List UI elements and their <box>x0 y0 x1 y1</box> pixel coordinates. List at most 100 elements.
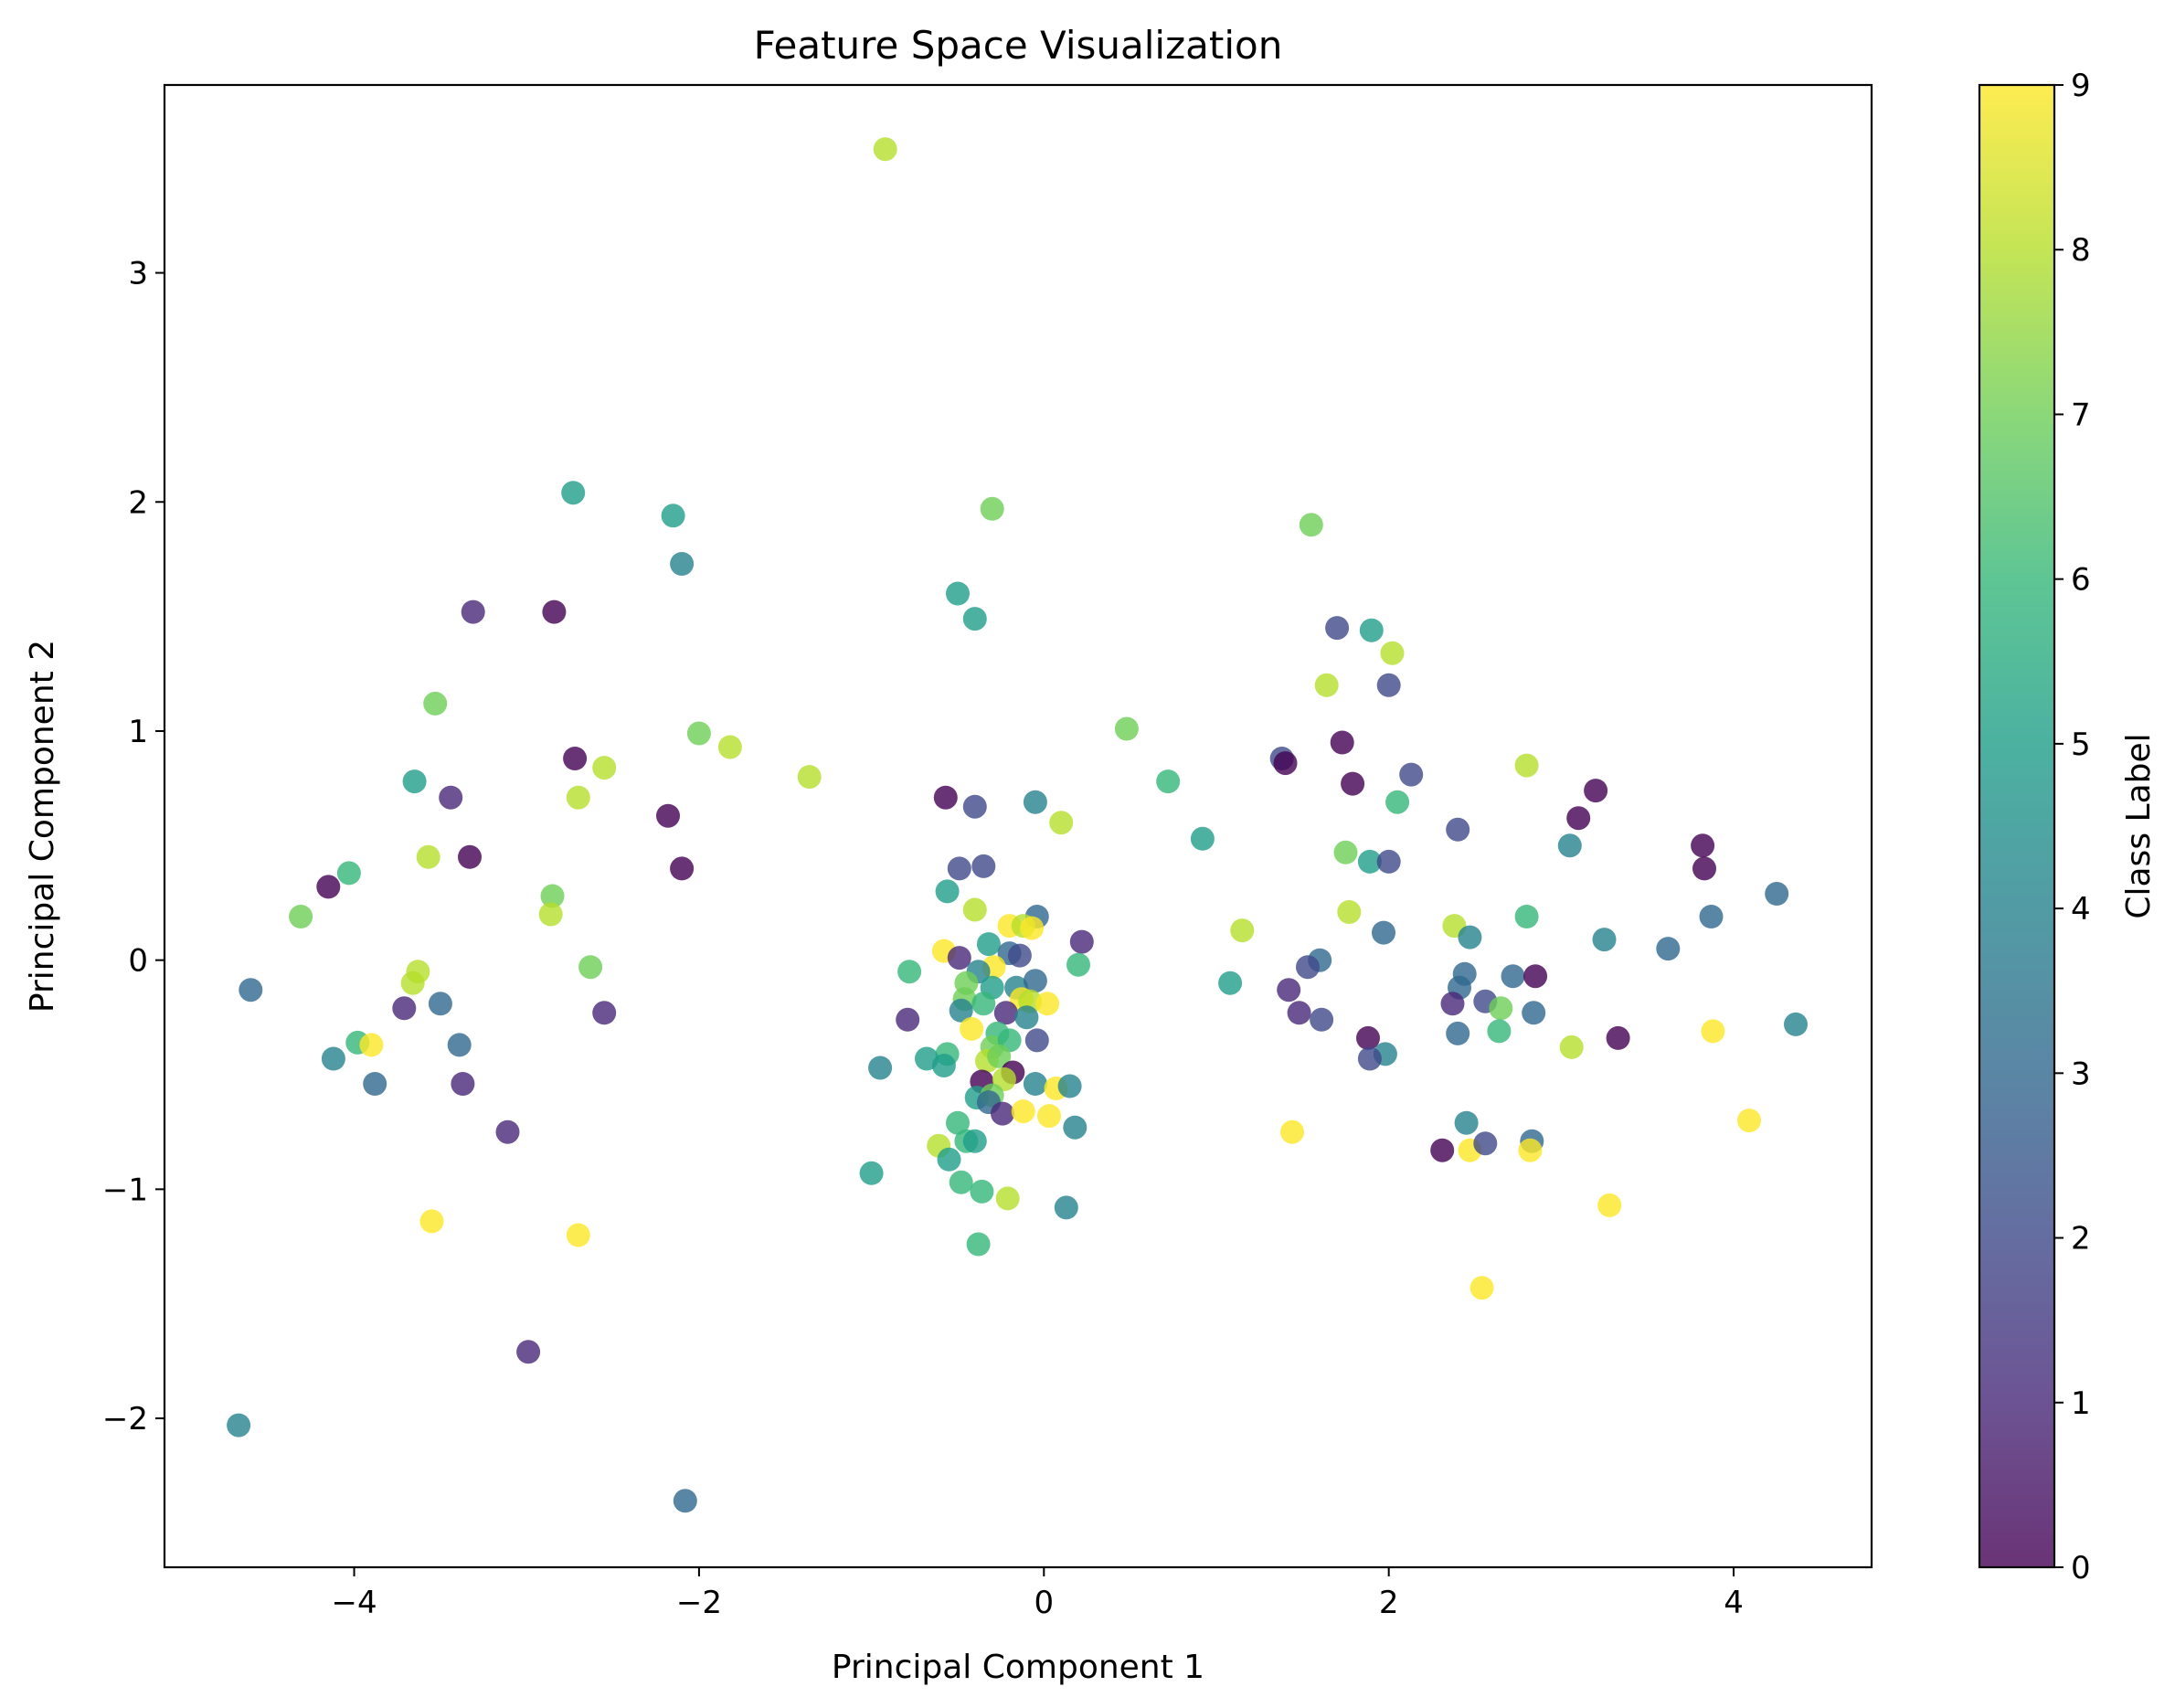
x-tick-label: 2 <box>1379 1585 1399 1621</box>
scatter-point <box>661 504 685 528</box>
scatter-point <box>578 955 603 980</box>
scatter-point <box>673 1489 697 1513</box>
y-tick-label: 2 <box>128 484 148 521</box>
scatter-point <box>1380 641 1405 665</box>
scatter-point <box>1023 969 1047 993</box>
scatter-point <box>868 1056 893 1080</box>
colorbar-tick-label: 3 <box>2071 1056 2091 1092</box>
scatter-point <box>987 1044 1012 1068</box>
scatter-point <box>971 992 996 1016</box>
scatter-point <box>1376 849 1401 874</box>
scatter-point <box>947 856 971 881</box>
scatter-point <box>416 844 440 869</box>
scatter-point <box>566 1223 590 1247</box>
scatter-point <box>1458 925 1482 949</box>
scatter-point <box>1487 1019 1512 1044</box>
scatter-point <box>1691 833 1715 858</box>
scatter-point <box>962 607 987 631</box>
scatter-point <box>1699 905 1724 928</box>
scatter-point <box>1440 992 1465 1016</box>
scatter-point <box>980 496 1004 521</box>
scatter-point <box>946 581 970 606</box>
scatter-point <box>931 1054 956 1077</box>
scatter-point <box>1692 856 1716 881</box>
scatter-point <box>566 785 590 810</box>
scatter-point <box>1446 1021 1470 1045</box>
scatter-point <box>686 721 711 746</box>
scatter-point <box>797 765 822 790</box>
scatter-point <box>540 884 565 908</box>
scatter-point <box>1514 753 1539 778</box>
scatter-point <box>947 946 971 971</box>
x-axis-label: Principal Component 1 <box>832 1649 1204 1686</box>
scatter-point <box>971 854 996 878</box>
scatter-point <box>516 1340 541 1364</box>
scatter-point <box>289 905 313 928</box>
scatter-point <box>1014 1005 1039 1030</box>
scatter-point <box>1054 1195 1078 1220</box>
scatter-point <box>949 998 973 1023</box>
scatter-point <box>966 1232 991 1257</box>
scatter-point <box>1218 971 1243 995</box>
y-tick-label: −1 <box>102 1172 148 1208</box>
scatter-point <box>1446 817 1470 842</box>
scatter-point <box>670 856 695 881</box>
scatter-point <box>495 1119 520 1144</box>
scatter-point <box>321 1046 345 1071</box>
scatter-point <box>873 137 897 162</box>
plot-frame <box>163 83 1873 1569</box>
scatter-point <box>402 769 427 794</box>
scatter-point <box>227 1413 251 1437</box>
colorbar-tick-label: 6 <box>2071 562 2091 599</box>
scatter-point <box>392 996 417 1021</box>
scatter-point <box>1023 1072 1047 1096</box>
scatter-point <box>316 875 341 899</box>
scatter-point <box>563 747 588 770</box>
scatter-point <box>1597 1193 1622 1217</box>
scatter-point <box>1325 616 1350 641</box>
scatter-point <box>1314 673 1339 697</box>
scatter-point <box>336 861 361 886</box>
scatter-point <box>991 1101 1014 1126</box>
scatter-point <box>995 1186 1020 1211</box>
scatter-point <box>1454 1110 1479 1135</box>
scatter-point <box>1341 771 1365 796</box>
scatter-point <box>1584 779 1608 803</box>
scatter-point <box>1592 928 1617 952</box>
scatter-point <box>960 1016 984 1041</box>
x-tick-label: 4 <box>1724 1585 1744 1621</box>
scatter-point <box>717 735 742 759</box>
scatter-point <box>423 691 448 716</box>
scatter-point <box>962 1129 987 1153</box>
scatter-point <box>1020 916 1045 940</box>
scatter-point <box>1566 806 1591 831</box>
scatter-point <box>1559 1034 1584 1059</box>
scatter-point <box>897 960 922 984</box>
scatter-point <box>1011 1099 1035 1124</box>
x-tick-label: −2 <box>676 1585 722 1621</box>
scatter-point <box>670 552 695 576</box>
scatter-point <box>1606 1025 1630 1050</box>
scatter-point <box>419 1209 444 1234</box>
scatter-point <box>970 1179 994 1204</box>
scatter-point <box>363 1072 387 1096</box>
scatter-point <box>439 785 463 810</box>
points-layer <box>227 137 1808 1513</box>
scatter-point <box>1514 905 1539 928</box>
scatter-point <box>933 785 958 810</box>
scatter-point <box>1765 882 1789 906</box>
scatter-point <box>1356 1025 1380 1050</box>
scatter-point <box>1357 1046 1382 1071</box>
scatter-point <box>1333 840 1358 865</box>
colorbar-tick-label: 2 <box>2071 1221 2091 1257</box>
colorbar-tick-label: 9 <box>2071 68 2091 104</box>
colorbar-tick-label: 4 <box>2071 891 2091 928</box>
scatter-point <box>1376 673 1401 697</box>
y-tick-label: 3 <box>128 256 148 292</box>
y-axis-label: Principal Component 2 <box>24 640 61 1013</box>
scatter-point <box>1299 513 1323 537</box>
scatter-point <box>1023 790 1047 814</box>
scatter-point <box>1430 1138 1455 1162</box>
scatter-point <box>1522 1001 1546 1025</box>
scatter-point <box>859 1161 884 1185</box>
